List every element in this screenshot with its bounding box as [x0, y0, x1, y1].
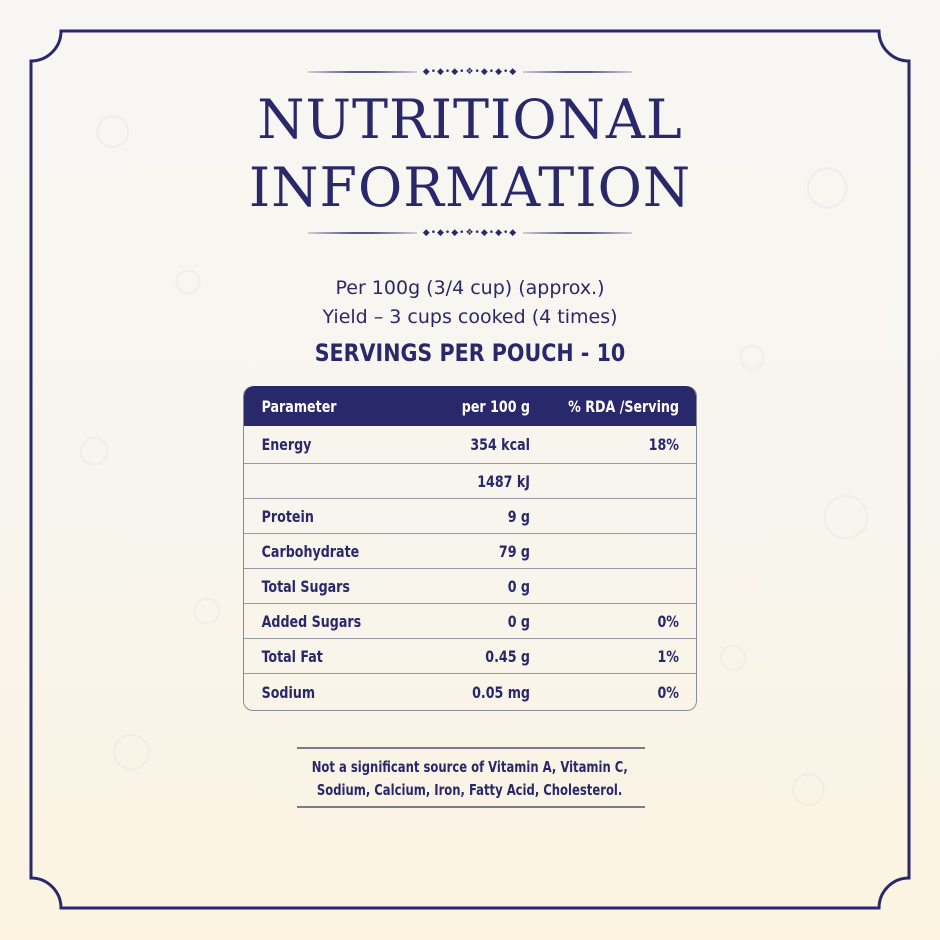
cell-value: 354 kcal [470, 435, 530, 454]
table-row: Energy 354 kcal 18% [244, 426, 696, 464]
serving-size-text: Per 100g (3/4 cup) (approx.) [335, 277, 605, 299]
cell-value: 79 g [498, 541, 530, 561]
cell-value: 0.05 mg [472, 682, 530, 702]
cell-value: 0 g [507, 611, 530, 631]
cell-value: 1487 kJ [477, 471, 530, 491]
table-header-row: Parameter per 100 g % RDA /Serving [244, 386, 696, 426]
table-row: 1487 kJ [244, 464, 696, 499]
cell-parameter: Sodium [261, 682, 316, 702]
cell-parameter: Carbohydrate [261, 541, 360, 561]
yield-text: Yield – 3 cups cooked (4 times) [322, 306, 618, 328]
header-per-100g: per 100 g [461, 396, 530, 416]
header-rda: % RDA /Serving [568, 396, 679, 416]
cell-rda: 0% [657, 611, 679, 631]
cell-value: 0.45 g [485, 646, 530, 666]
cell-rda: 18% [648, 435, 679, 454]
header-parameter: Parameter [261, 396, 337, 416]
page-title-line2: INFORMATION [248, 156, 692, 219]
nutrition-table: Parameter per 100 g % RDA /Serving Energ… [243, 386, 697, 711]
footnote-text: Not a significant source of Vitamin A, V… [311, 758, 628, 776]
table-row: Added Sugars 0 g 0% [244, 604, 696, 639]
footnote-text: Sodium, Calcium, Iron, Fatty Acid, Chole… [317, 781, 623, 799]
cell-rda: 0% [657, 682, 679, 702]
cell-parameter: Total Fat [261, 646, 323, 666]
cell-value: 0 g [507, 576, 530, 596]
footnote-divider-bottom [297, 806, 645, 808]
cell-parameter: Energy [261, 435, 312, 454]
table-row: Total Sugars 0 g [244, 569, 696, 604]
ornament-icon: ◆•◆•◆•❖•◆•◆•◆ [422, 228, 518, 238]
top-ornament-divider: ◆•◆•◆•❖•◆•◆•◆ [308, 67, 633, 77]
table-row: Protein 9 g [244, 499, 696, 534]
bottom-ornament-divider: ◆•◆•◆•❖•◆•◆•◆ [308, 228, 633, 238]
table-row: Total Fat 0.45 g 1% [244, 639, 696, 674]
table-row: Carbohydrate 79 g [244, 534, 696, 569]
cell-value: 9 g [507, 506, 530, 526]
cell-parameter: Added Sugars [261, 611, 362, 631]
footnote-line1: Not a significant source of Vitamin A, V… [0, 756, 940, 778]
cell-parameter: Total Sugars [261, 576, 350, 596]
cell-rda: 1% [657, 646, 679, 666]
cell-parameter: Protein [261, 506, 314, 526]
table-row: Sodium 0.05 mg 0% [244, 674, 696, 710]
ornament-icon: ◆•◆•◆•❖•◆•◆•◆ [422, 67, 518, 77]
footnote-divider-top [297, 747, 645, 749]
page-title-line1: NUTRITIONAL [257, 88, 683, 151]
servings-per-pouch: SERVINGS PER POUCH - 10 [314, 339, 626, 367]
footnote-line2: Sodium, Calcium, Iron, Fatty Acid, Chole… [0, 779, 940, 801]
